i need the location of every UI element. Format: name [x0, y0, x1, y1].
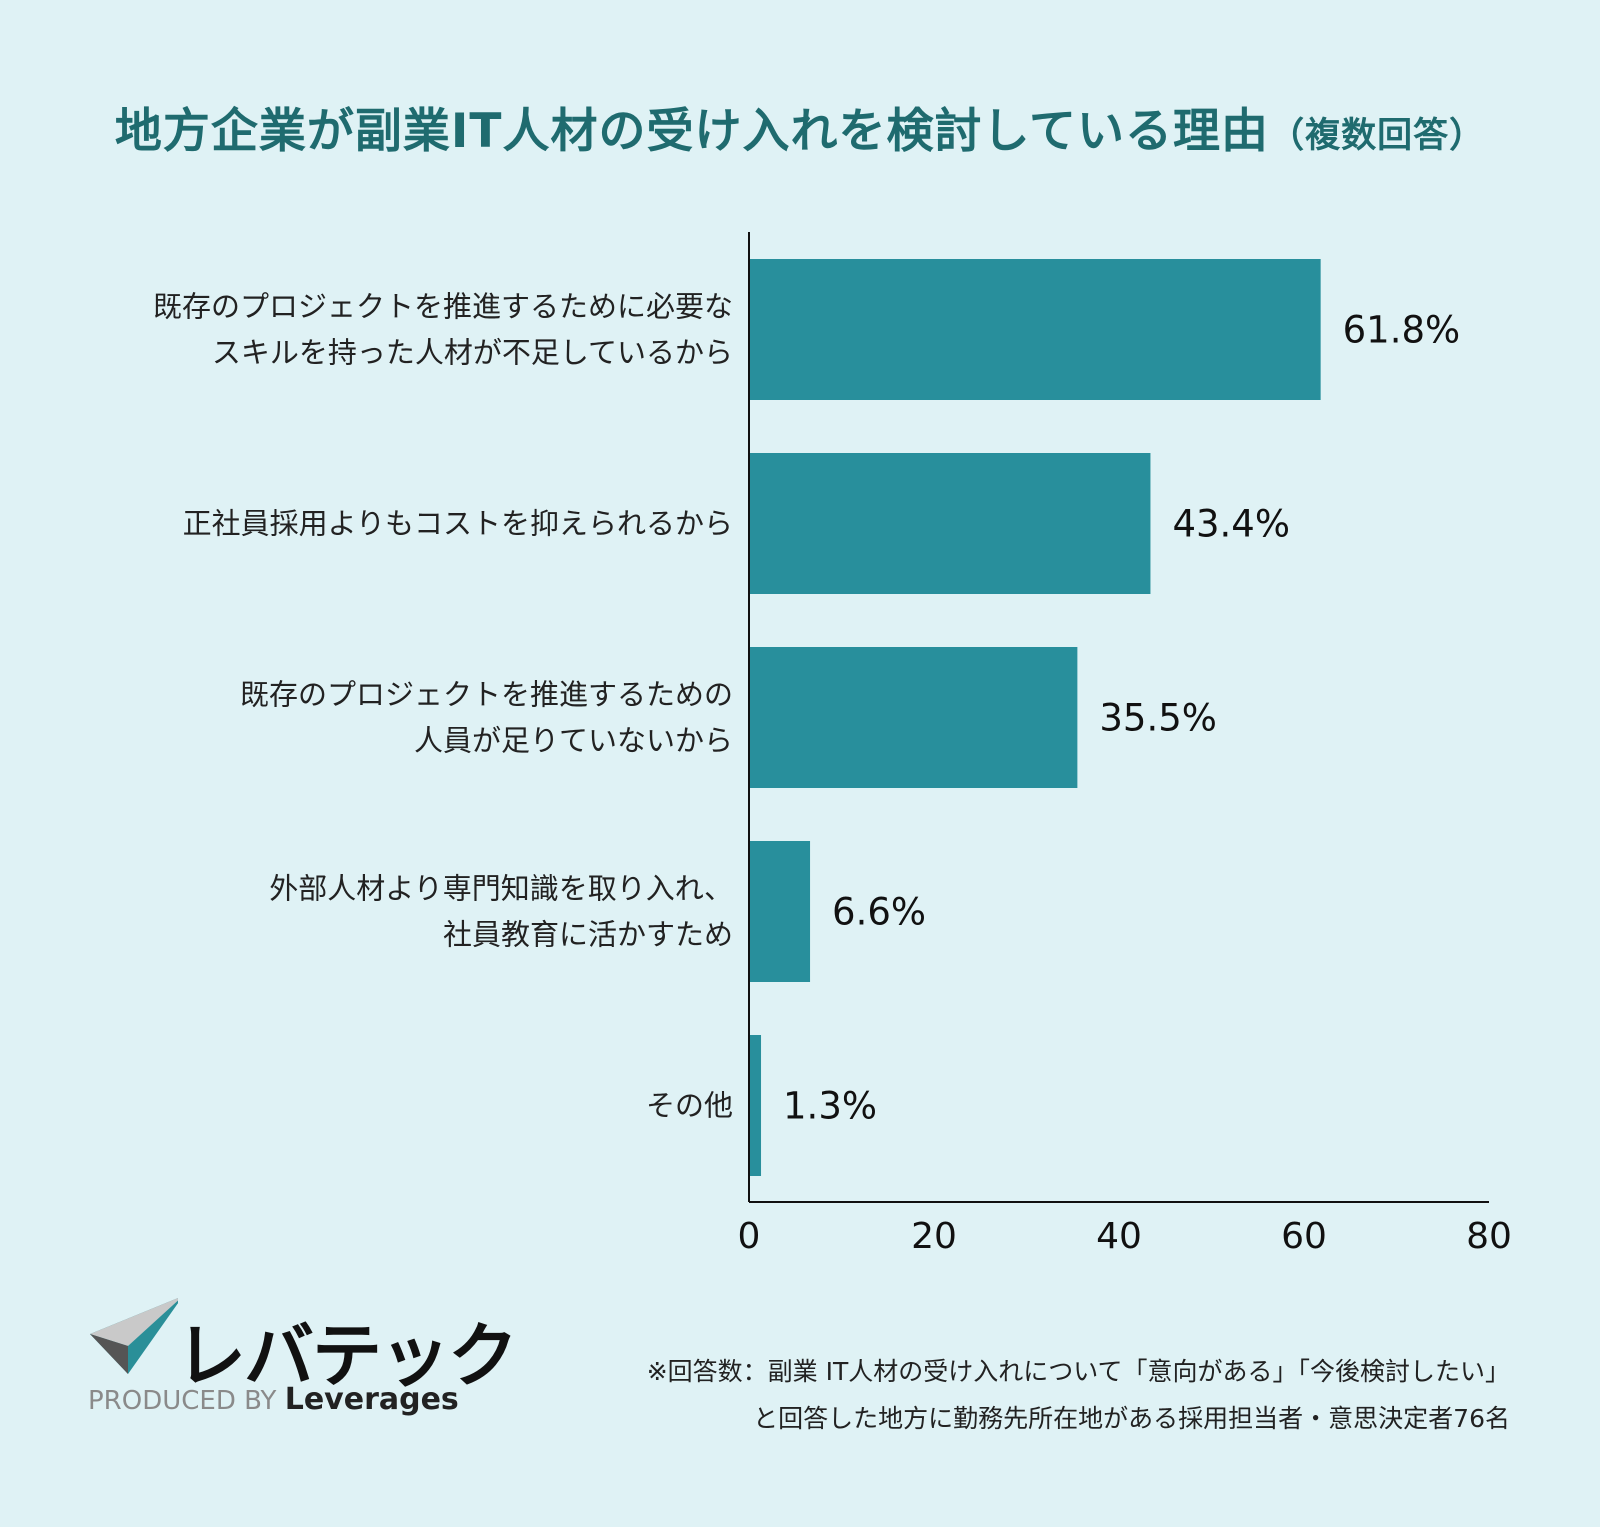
- brand-logo: レバテック PRODUCED BY Leverages: [88, 1298, 518, 1430]
- footnote: ※回答数：副業 IT人材の受け入れについて「意向がある」「今後検討したい」 と回…: [647, 1348, 1510, 1442]
- value-label-2: 35.5%: [1099, 697, 1217, 740]
- logo-mark-icon: [90, 1298, 178, 1374]
- category-label-1-0: 正社員採用よりもコストを抑えられるから: [183, 507, 733, 541]
- chart-title-sub: （複数回答）: [1269, 116, 1486, 156]
- axes-group: 0 20 40 60 80: [738, 232, 1512, 1257]
- company-name: Leverages: [284, 1382, 459, 1417]
- x-tick-label-0: 0: [738, 1216, 761, 1257]
- category-label-0-1: スキルを持った人材が不足しているから: [212, 336, 733, 370]
- category-label-2-0: 既存のプロジェクトを推進するための: [240, 678, 733, 712]
- x-tick-label-4: 80: [1466, 1216, 1512, 1257]
- chart-title: 地方企業が副業IT人材の受け入れを検討している理由（複数回答）: [0, 92, 1600, 161]
- x-tick-label-3: 60: [1281, 1216, 1327, 1257]
- logo-produced-by: PRODUCED BY Leverages: [88, 1382, 459, 1417]
- x-tick-label-1: 20: [911, 1216, 957, 1257]
- bar-4: [749, 1035, 762, 1176]
- category-label-3-1: 社員教育に活かすため: [443, 918, 733, 952]
- value-label-1: 43.4%: [1172, 503, 1290, 546]
- x-tick-label-2: 40: [1096, 1216, 1142, 1257]
- produced-by-text: PRODUCED BY: [88, 1386, 277, 1416]
- footnote-line-2: と回答した地方に勤務先所在地がある採用担当者・意思決定者76名: [753, 1404, 1510, 1433]
- bar-2: [749, 647, 1078, 788]
- value-label-0: 61.8%: [1343, 309, 1461, 352]
- footnote-line-1: ※回答数：副業 IT人材の受け入れについて「意向がある」「今後検討したい」: [646, 1357, 1510, 1386]
- category-label-2-1: 人員が足りていないから: [414, 724, 733, 758]
- bar-chart: 61.8% 既存のプロジェクトを推進するために必要なスキルを持った人材が不足してい…: [153, 232, 1512, 1257]
- value-label-3: 6.6%: [832, 891, 926, 934]
- value-label-4: 1.3%: [783, 1085, 877, 1128]
- category-label-0-0: 既存のプロジェクトを推進するために必要な: [153, 290, 733, 324]
- bar-1: [749, 453, 1151, 594]
- logo-wordmark: レバテック: [176, 1315, 518, 1397]
- bar-0: [749, 259, 1321, 400]
- bar-3: [749, 841, 811, 982]
- category-label-4-0: その他: [646, 1089, 733, 1123]
- category-label-3-0: 外部人材より専門知識を取り入れ、: [269, 872, 733, 906]
- chart-title-main: 地方企業が副業IT人材の受け入れを検討している理由: [114, 104, 1270, 159]
- bars-group: 61.8% 既存のプロジェクトを推進するために必要なスキルを持った人材が不足してい…: [153, 259, 1460, 1176]
